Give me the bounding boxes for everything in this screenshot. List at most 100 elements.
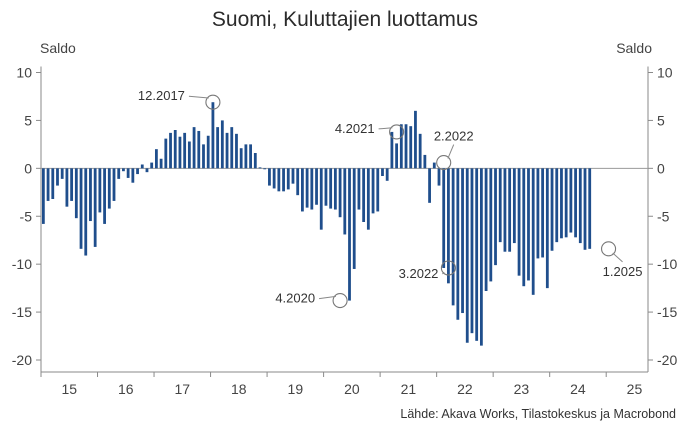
- bar: [258, 167, 262, 169]
- bar: [531, 168, 535, 295]
- bar: [112, 168, 116, 201]
- bar: [74, 168, 78, 219]
- bar: [93, 168, 97, 247]
- annotation-leader: [612, 252, 623, 263]
- bar: [366, 168, 370, 230]
- y-tick-label-left: -20: [12, 352, 32, 368]
- bar: [244, 144, 248, 169]
- bar: [560, 168, 563, 239]
- x-tick-label: 25: [627, 381, 643, 397]
- bar: [150, 162, 154, 169]
- bar: [489, 168, 493, 282]
- annotation-leader: [319, 295, 336, 300]
- bar: [126, 168, 130, 178]
- bar: [282, 168, 285, 192]
- bar: [550, 168, 554, 251]
- bar: [159, 158, 163, 169]
- bar: [319, 168, 323, 230]
- bar: [84, 168, 88, 256]
- bar: [230, 127, 234, 169]
- x-tick-label: 22: [457, 381, 473, 397]
- bar: [569, 168, 573, 233]
- bar: [140, 164, 144, 169]
- bar: [555, 168, 559, 243]
- x-tick-label: 15: [61, 381, 77, 397]
- bar: [277, 168, 281, 192]
- x-tick-label: 18: [231, 381, 247, 397]
- bar: [145, 168, 149, 173]
- bar: [545, 168, 549, 289]
- annotation-leader: [378, 127, 393, 130]
- y-tick-label-right: -15: [657, 304, 677, 320]
- bar: [56, 168, 59, 186]
- x-tick-label: 19: [288, 381, 304, 397]
- annotation-marker: [436, 155, 452, 171]
- x-tick-label: 20: [344, 381, 360, 397]
- bar: [451, 168, 455, 306]
- y-tick-label-right: -5: [657, 208, 670, 224]
- bar: [428, 168, 431, 203]
- bar: [249, 144, 252, 169]
- annotation-marker: [205, 94, 221, 110]
- x-tick-label: 21: [401, 381, 417, 397]
- bar: [103, 168, 106, 224]
- bar: [390, 131, 394, 169]
- bar: [296, 168, 300, 196]
- y-tick-label-left: -10: [12, 256, 32, 272]
- annotation-label: 2.2022: [434, 129, 474, 144]
- bar: [409, 126, 413, 169]
- bar: [371, 168, 375, 214]
- bar: [202, 144, 205, 169]
- bar: [484, 168, 488, 291]
- x-tick-label: 16: [118, 381, 134, 397]
- annotation-label: 4.2021: [335, 121, 375, 136]
- y-axis-label-right: Saldo: [616, 40, 652, 56]
- bar: [253, 153, 257, 169]
- bar: [178, 136, 182, 169]
- bar: [414, 110, 417, 169]
- y-tick-label-right: 10: [657, 65, 673, 81]
- bar: [362, 168, 366, 222]
- bar: [381, 168, 384, 176]
- annotation-label: 3.2022: [399, 266, 439, 281]
- bar: [479, 168, 483, 346]
- y-tick-label-left: -15: [12, 304, 32, 320]
- x-tick-label: 24: [570, 381, 586, 397]
- bar: [235, 133, 238, 169]
- annotation-marker: [601, 241, 617, 257]
- bar: [173, 130, 177, 169]
- bar: [263, 168, 267, 170]
- annotation-marker: [440, 260, 456, 276]
- bar: [333, 168, 337, 210]
- bar: [310, 168, 314, 210]
- bar: [385, 168, 389, 181]
- bar: [122, 168, 125, 172]
- bar: [46, 168, 50, 201]
- bar: [324, 168, 328, 206]
- bar: [211, 102, 215, 169]
- y-tick-label-right: 5: [657, 112, 665, 128]
- bar: [291, 168, 295, 184]
- bar: [136, 168, 139, 175]
- y-tick-label-left: -5: [20, 208, 33, 224]
- bar: [89, 168, 92, 222]
- bar: [98, 168, 102, 213]
- bar: [456, 168, 460, 320]
- annotation-label: 4.2020: [275, 291, 315, 306]
- bar: [432, 162, 436, 169]
- bar: [41, 168, 45, 224]
- bar: [343, 168, 347, 235]
- bar: [418, 133, 422, 169]
- annotation-marker: [389, 124, 405, 140]
- bar: [348, 168, 351, 301]
- bar: [447, 168, 450, 284]
- bar: [494, 168, 497, 266]
- bar: [51, 168, 55, 199]
- annotation-leader: [447, 144, 455, 159]
- bar: [225, 132, 229, 169]
- bar: [527, 168, 530, 281]
- bar: [154, 149, 158, 169]
- chart-title: Suomi, Kuluttajien luottamus: [211, 8, 479, 31]
- bar: [329, 168, 333, 209]
